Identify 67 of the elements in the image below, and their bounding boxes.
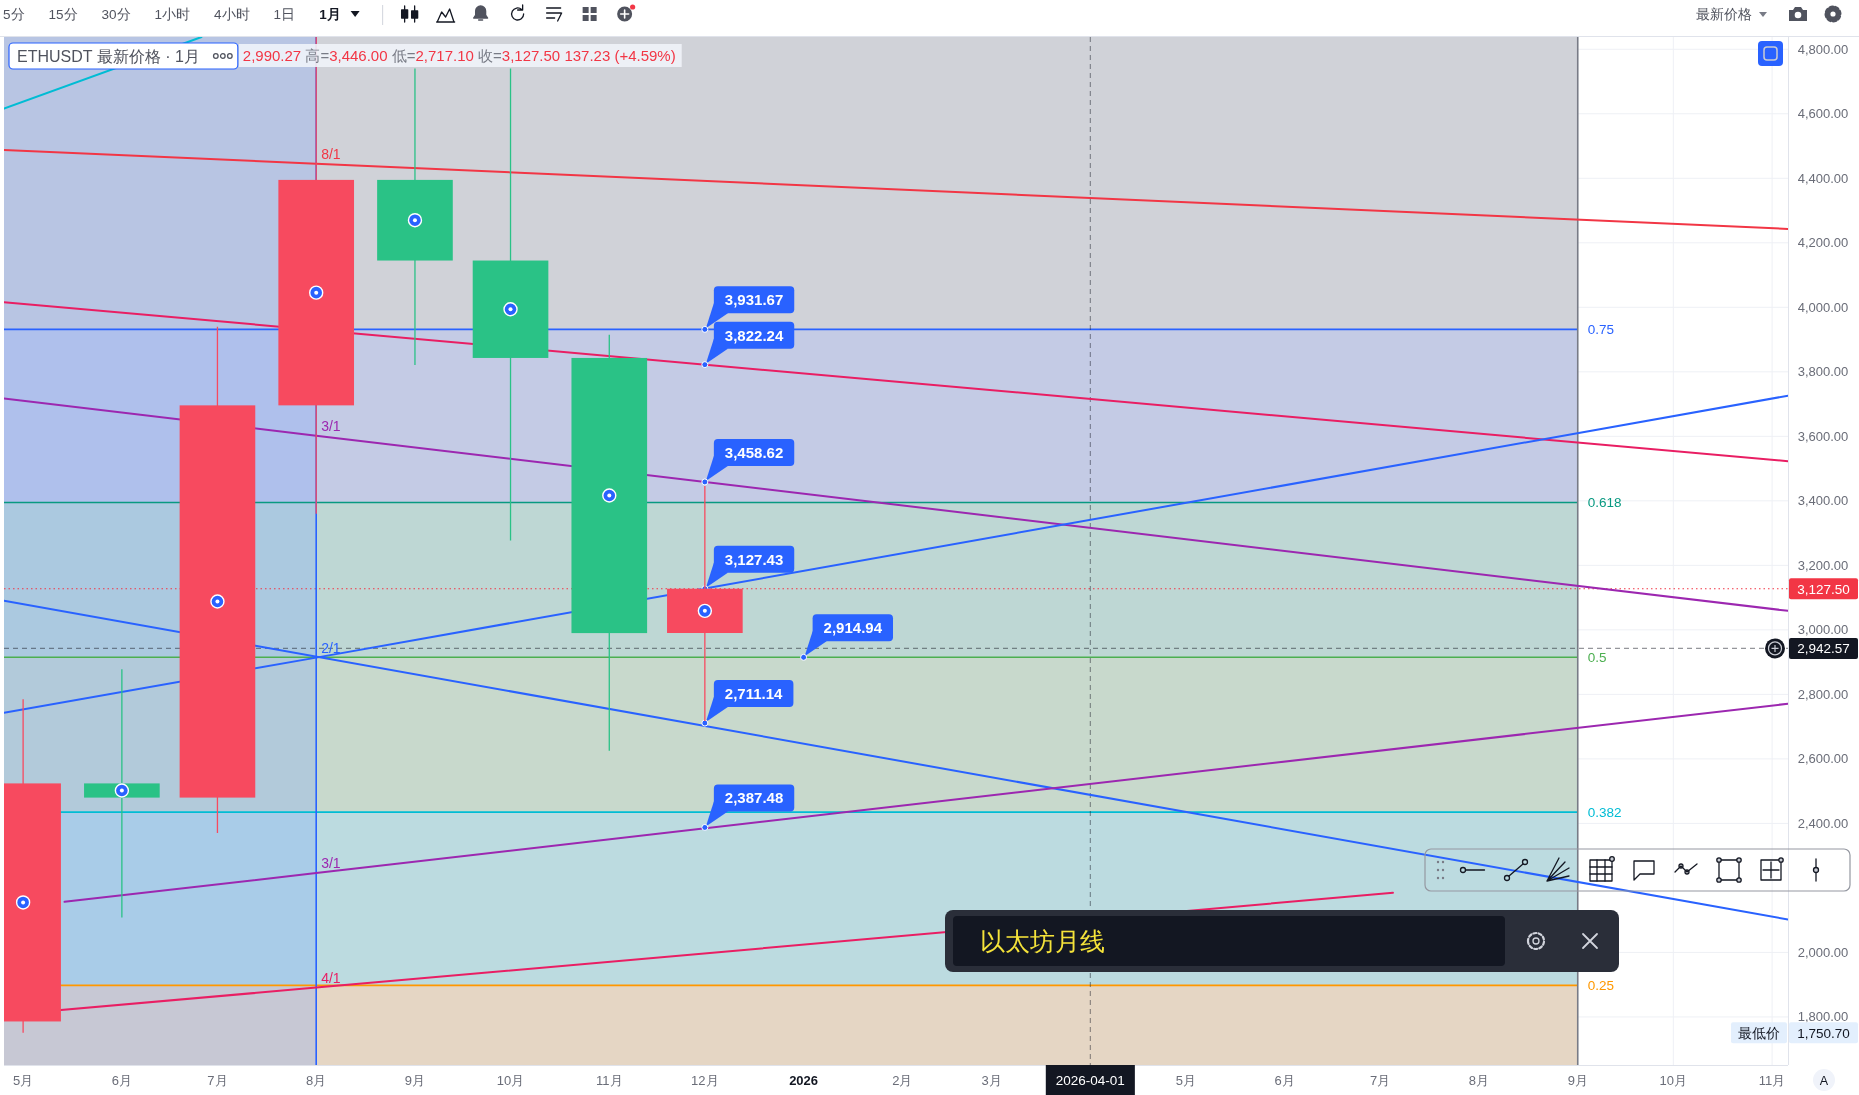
annotation: 2,914.94: [823, 619, 883, 637]
text: 5分: [3, 7, 25, 22]
y-tick-label: 2,800.00: [1797, 686, 1849, 702]
x-tick-label: 2月: [892, 1073, 913, 1088]
annotation: 最低价: [1738, 1025, 1780, 1041]
x-tick-label: 5月: [13, 1073, 34, 1088]
text: 1,750.70: [1797, 1025, 1850, 1041]
x-tick-label: 11月: [1758, 1073, 1786, 1088]
text: 15分: [48, 7, 78, 22]
y-tick-label: 4,400.00: [1797, 170, 1849, 186]
annotation: 3,822.24: [724, 326, 784, 344]
text: 30分: [101, 7, 131, 22]
text: ETHUSDT 最新价格 · 1月: [17, 47, 200, 65]
text: 4小时: [214, 7, 250, 22]
text: 1日: [273, 7, 296, 22]
y-tick-label: 3,200.00: [1797, 557, 1849, 573]
y-tick-label: 4,800.00: [1797, 41, 1849, 57]
ref-line-label: 2,942.57: [1797, 641, 1850, 657]
x-tick-label: 10月: [1659, 1073, 1688, 1088]
x-tick-label: 8月: [1468, 1073, 1490, 1088]
ref-line-label: 3,127.50: [1797, 581, 1850, 597]
y-tick-label: 2,400.00: [1797, 815, 1849, 831]
y-tick-label: 2,600.00: [1797, 751, 1849, 767]
x-tick-label: 8月: [306, 1073, 327, 1088]
y-tick-label: 2,000.00: [1797, 944, 1849, 960]
x-tick-label: 7月: [1370, 1073, 1391, 1088]
text: 1月: [319, 7, 341, 22]
text: 2,990.27 高=3,446.00 低=2,717.10 收=3,127.50 137.23 (+4.59%): [242, 47, 676, 64]
y-tick-label: 3,400.00: [1797, 493, 1849, 509]
x-tick-label: 12月: [691, 1073, 719, 1088]
x-tick-label: 5月: [1175, 1073, 1197, 1088]
annotation: 0.5: [1587, 649, 1607, 665]
x-tick-label: 9月: [1567, 1073, 1588, 1088]
y-tick-label: 4,600.00: [1797, 106, 1849, 122]
text: 最新价格: [1696, 7, 1752, 22]
x-tick-label: 9月: [404, 1073, 426, 1088]
x-tick-label: 7月: [207, 1073, 228, 1088]
annotation: 3,127.43: [724, 550, 784, 568]
x-tick-label: 6月: [111, 1073, 132, 1088]
text: A: [1819, 1073, 1829, 1088]
x-tick-label: 6月: [1274, 1073, 1295, 1088]
annotation: 以太坊月线: [980, 927, 1105, 955]
y-tick-label: 3,600.00: [1797, 428, 1849, 444]
annotation: 0.75: [1587, 321, 1615, 337]
series-label: 2/1: [321, 639, 341, 656]
x-tick-label: 2026: [789, 1073, 819, 1088]
x-tick-label: 10月: [496, 1073, 525, 1088]
series-label: 4/1: [321, 969, 341, 986]
x-tick-label: 3月: [981, 1073, 1002, 1088]
annotation: 2,711.14: [724, 685, 784, 703]
y-tick-label: 3,800.00: [1797, 364, 1849, 380]
series-label: 3/1: [321, 417, 341, 434]
series-label: 8/1: [321, 145, 341, 162]
y-tick-label: 4,200.00: [1797, 235, 1849, 251]
annotation: 0.618: [1587, 494, 1622, 510]
annotation: 2,387.48: [724, 789, 784, 807]
series-label: 3/1: [321, 855, 341, 872]
y-tick-label: 3,000.00: [1797, 622, 1849, 638]
annotation: 0.25: [1587, 977, 1615, 993]
annotation: 0.382: [1587, 804, 1622, 820]
x-tick-label: 11月: [596, 1073, 623, 1088]
annotation: 3,458.62: [724, 443, 784, 461]
ref-line-label: 2026-04-01: [1055, 1073, 1125, 1088]
y-tick-label: 1,800.00: [1797, 1009, 1849, 1025]
y-tick-label: 4,000.00: [1797, 299, 1849, 315]
text: 1小时: [154, 7, 191, 22]
annotation: 3,931.67: [724, 291, 784, 309]
